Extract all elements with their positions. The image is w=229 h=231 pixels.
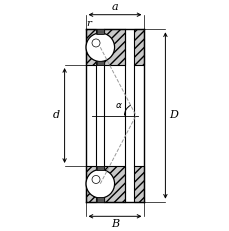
Bar: [97, 29, 104, 34]
Circle shape: [92, 176, 100, 183]
Bar: [96, 29, 104, 65]
Bar: [125, 29, 133, 65]
Bar: [133, 65, 144, 166]
Bar: [85, 166, 96, 202]
Text: B: B: [110, 219, 119, 229]
Bar: [85, 29, 96, 65]
Text: D: D: [169, 110, 178, 121]
Bar: [104, 65, 125, 166]
Bar: [97, 197, 104, 202]
Bar: [96, 29, 103, 34]
Text: $\alpha$: $\alpha$: [115, 101, 123, 110]
Text: r: r: [86, 19, 91, 28]
Circle shape: [92, 39, 100, 47]
Bar: [133, 166, 144, 202]
Bar: [104, 166, 125, 202]
Bar: [125, 166, 133, 202]
Text: a: a: [111, 2, 118, 12]
Bar: [96, 166, 103, 170]
Bar: [96, 166, 104, 202]
Bar: [104, 29, 125, 65]
Circle shape: [86, 170, 114, 198]
Bar: [96, 197, 103, 202]
Bar: [97, 61, 104, 65]
Bar: [96, 61, 103, 65]
Bar: [97, 166, 104, 170]
Bar: [85, 65, 96, 166]
Bar: [133, 29, 144, 65]
Circle shape: [86, 33, 114, 61]
Text: d: d: [53, 110, 60, 121]
